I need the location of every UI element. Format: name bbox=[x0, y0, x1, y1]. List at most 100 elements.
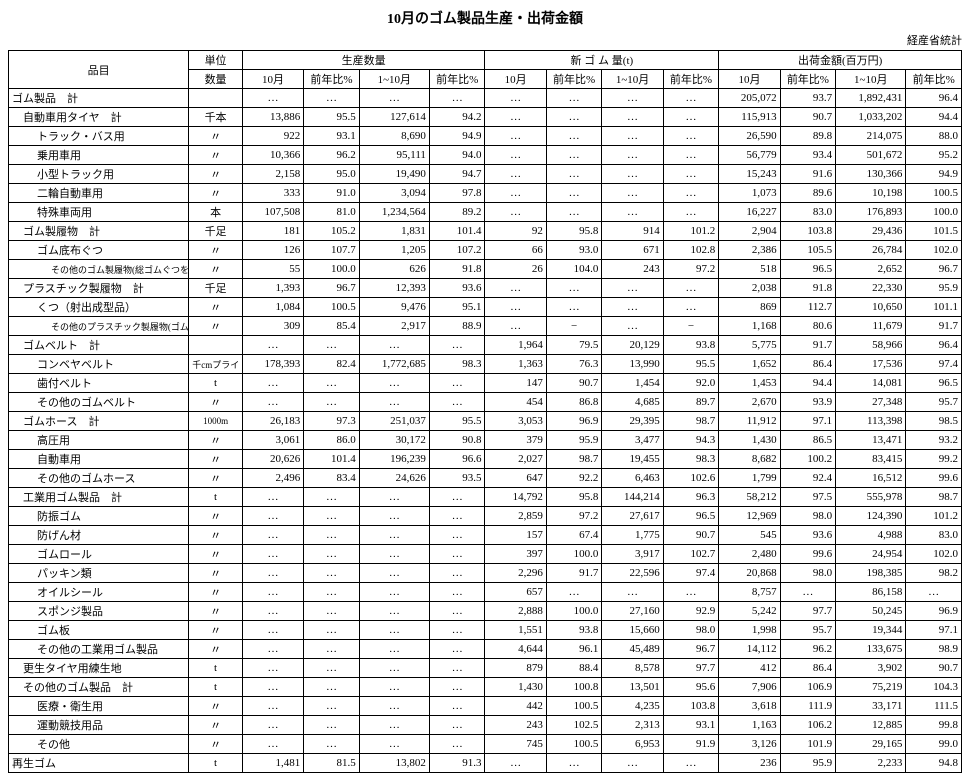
unit-cell: 〃 bbox=[189, 564, 243, 583]
data-cell: 96.4 bbox=[906, 89, 962, 108]
data-cell: 29,165 bbox=[836, 735, 906, 754]
data-cell: 107,508 bbox=[242, 203, 303, 222]
data-cell: 251,037 bbox=[359, 412, 429, 431]
data-cell: … bbox=[304, 659, 360, 678]
data-cell: … bbox=[304, 545, 360, 564]
data-cell: … bbox=[242, 735, 303, 754]
table-row: 歯付ベルトt…………14790.71,45492.01,45394.414,08… bbox=[9, 374, 962, 393]
unit-cell: 〃 bbox=[189, 184, 243, 203]
data-cell: 2,233 bbox=[836, 754, 906, 773]
data-cell: 3,618 bbox=[719, 697, 780, 716]
data-cell: 111.9 bbox=[780, 697, 836, 716]
data-cell: 97.5 bbox=[780, 488, 836, 507]
data-cell: 97.8 bbox=[429, 184, 485, 203]
data-cell: … bbox=[546, 184, 602, 203]
data-cell: 102.0 bbox=[906, 241, 962, 260]
data-cell: 67.4 bbox=[546, 526, 602, 545]
item-name: 自動車用 bbox=[9, 450, 189, 469]
data-cell: 97.2 bbox=[663, 260, 719, 279]
unit-cell: 〃 bbox=[189, 621, 243, 640]
data-cell: … bbox=[304, 640, 360, 659]
data-cell: 93.8 bbox=[663, 336, 719, 355]
data-cell: 501,672 bbox=[836, 146, 906, 165]
data-cell: 50,245 bbox=[836, 602, 906, 621]
data-cell: 176,893 bbox=[836, 203, 906, 222]
data-cell: 95.5 bbox=[663, 355, 719, 374]
table-row: 高圧用〃3,06186.030,17290.837995.93,47794.31… bbox=[9, 431, 962, 450]
data-cell: … bbox=[429, 735, 485, 754]
data-cell: 96.1 bbox=[546, 640, 602, 659]
item-name: プラスチック製履物 計 bbox=[9, 279, 189, 298]
data-cell: … bbox=[485, 108, 546, 127]
data-cell: 100.5 bbox=[546, 697, 602, 716]
data-cell: … bbox=[546, 203, 602, 222]
data-cell: 79.5 bbox=[546, 336, 602, 355]
data-cell: … bbox=[429, 89, 485, 108]
data-cell: … bbox=[546, 583, 602, 602]
data-cell: 89.8 bbox=[780, 127, 836, 146]
data-cell: … bbox=[242, 393, 303, 412]
data-cell: 309 bbox=[242, 317, 303, 336]
data-cell: … bbox=[242, 336, 303, 355]
data-cell: 90.8 bbox=[429, 431, 485, 450]
table-row: プラスチック製履物 計千足1,39396.712,39393.6…………2,03… bbox=[9, 279, 962, 298]
data-cell: … bbox=[602, 127, 663, 146]
data-cell: 90.7 bbox=[663, 526, 719, 545]
data-cell: … bbox=[359, 488, 429, 507]
data-cell: 66 bbox=[485, 241, 546, 260]
data-cell: 1,964 bbox=[485, 336, 546, 355]
item-name: ゴム製履物 計 bbox=[9, 222, 189, 241]
data-cell: 14,792 bbox=[485, 488, 546, 507]
data-cell: 102.7 bbox=[663, 545, 719, 564]
unit-cell: t bbox=[189, 678, 243, 697]
data-cell: 95.6 bbox=[663, 678, 719, 697]
table-row: ゴム板〃…………1,55193.815,66098.01,99895.719,3… bbox=[9, 621, 962, 640]
data-cell: … bbox=[663, 184, 719, 203]
data-cell: 24,954 bbox=[836, 545, 906, 564]
item-name: 乗用車用 bbox=[9, 146, 189, 165]
data-cell: … bbox=[602, 583, 663, 602]
data-cell: 97.3 bbox=[304, 412, 360, 431]
data-cell: 10,650 bbox=[836, 298, 906, 317]
data-cell: 94.2 bbox=[429, 108, 485, 127]
data-cell: 100.8 bbox=[546, 678, 602, 697]
data-cell: … bbox=[242, 621, 303, 640]
data-cell: … bbox=[485, 298, 546, 317]
data-cell: 6,463 bbox=[602, 469, 663, 488]
data-cell: 8,682 bbox=[719, 450, 780, 469]
data-cell: 2,313 bbox=[602, 716, 663, 735]
data-cell: 100.0 bbox=[304, 260, 360, 279]
data-cell: 127,614 bbox=[359, 108, 429, 127]
unit-cell: 〃 bbox=[189, 697, 243, 716]
data-cell: 92.2 bbox=[546, 469, 602, 488]
item-name: その他のゴム製履物(総ゴムぐつを含む) bbox=[9, 260, 189, 279]
item-name: 医療・衛生用 bbox=[9, 697, 189, 716]
data-cell: … bbox=[546, 279, 602, 298]
data-cell: … bbox=[485, 127, 546, 146]
data-cell: 76.3 bbox=[546, 355, 602, 374]
unit-cell bbox=[189, 336, 243, 355]
data-cell: 3,094 bbox=[359, 184, 429, 203]
data-cell: … bbox=[359, 526, 429, 545]
data-cell: 1,393 bbox=[242, 279, 303, 298]
data-cell: … bbox=[663, 203, 719, 222]
unit-cell: 〃 bbox=[189, 431, 243, 450]
data-cell: 2,888 bbox=[485, 602, 546, 621]
data-cell: … bbox=[359, 697, 429, 716]
table-row: 更生タイヤ用練生地t…………87988.48,57897.741286.43,9… bbox=[9, 659, 962, 678]
data-cell: … bbox=[663, 127, 719, 146]
data-cell: 2,158 bbox=[242, 165, 303, 184]
unit-cell: 〃 bbox=[189, 298, 243, 317]
data-cell: … bbox=[429, 697, 485, 716]
data-cell: 106.9 bbox=[780, 678, 836, 697]
data-cell: 4,988 bbox=[836, 526, 906, 545]
data-cell: 647 bbox=[485, 469, 546, 488]
header-prod-qty: 生産数量 bbox=[242, 51, 485, 70]
header-item: 品目 bbox=[9, 51, 189, 89]
data-cell: 27,617 bbox=[602, 507, 663, 526]
data-cell: 93.8 bbox=[546, 621, 602, 640]
data-cell: 99.2 bbox=[906, 450, 962, 469]
data-cell: 98.2 bbox=[906, 564, 962, 583]
data-cell: … bbox=[485, 279, 546, 298]
data-cell: … bbox=[359, 735, 429, 754]
